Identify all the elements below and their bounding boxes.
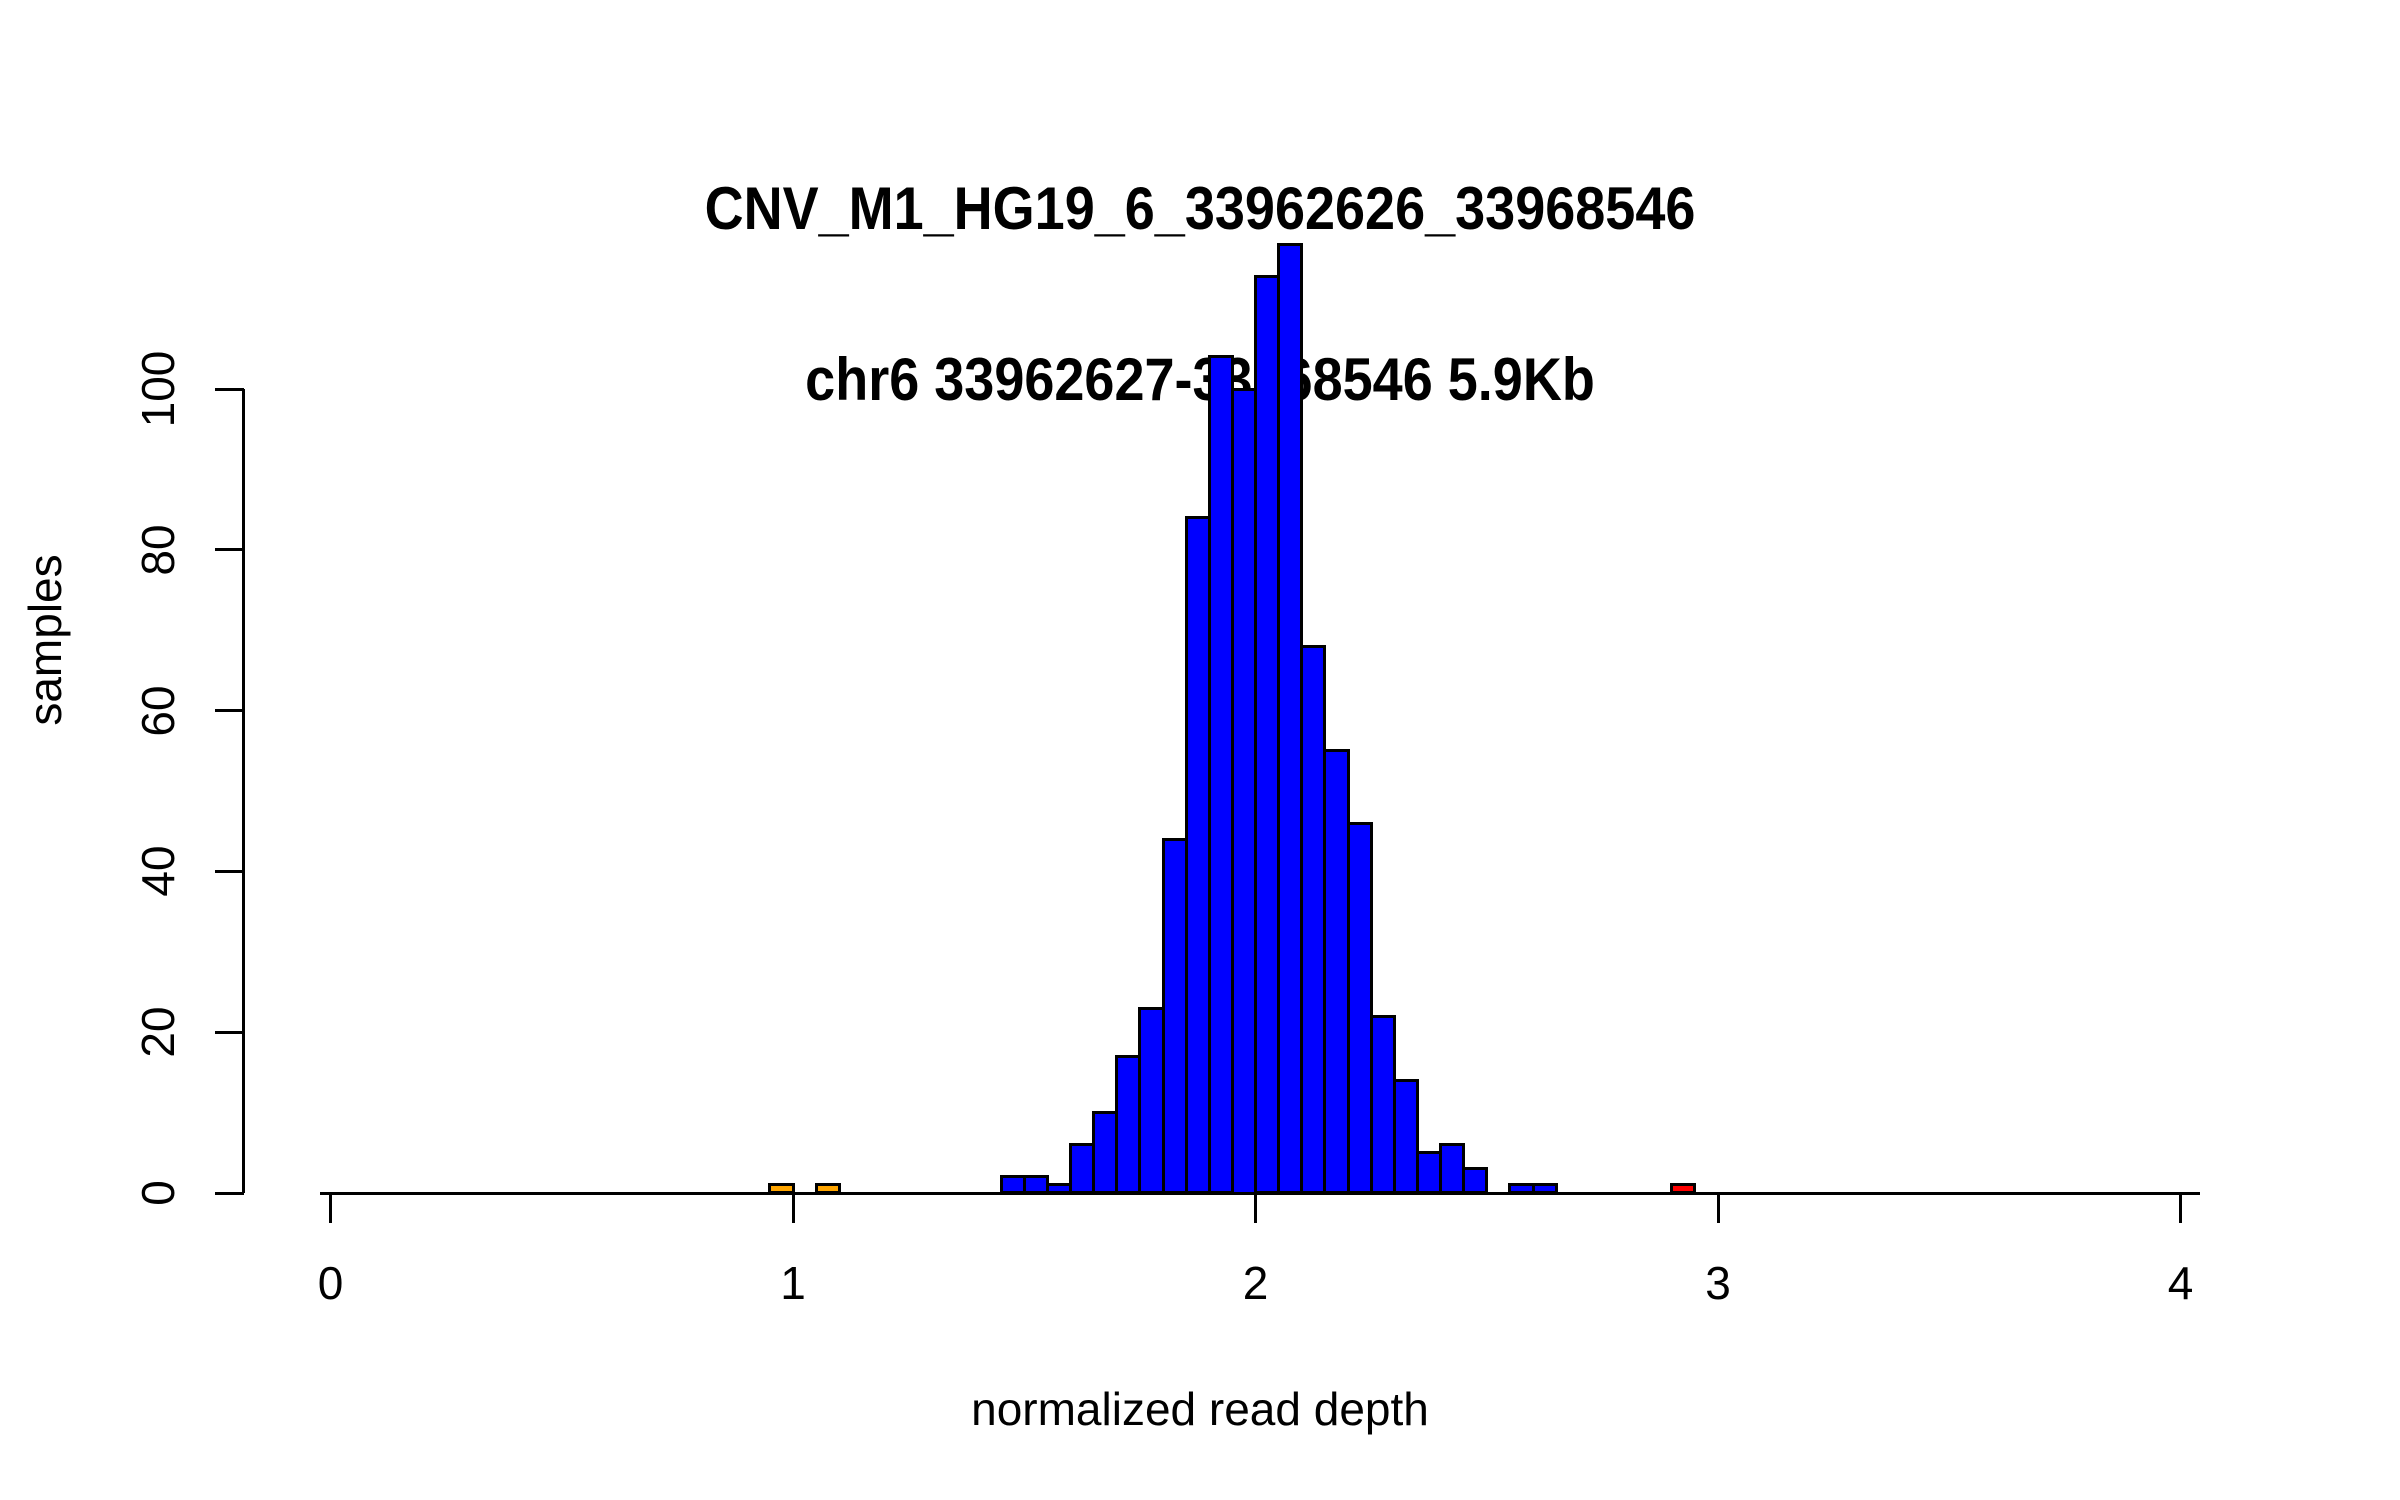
- histogram-bar: [1392, 1078, 1419, 1195]
- x-tick: [1716, 1193, 1720, 1223]
- y-tick: [215, 1191, 244, 1195]
- chart-title-block: CNV_M1_HG19_6_33962626_33968546 chr6 339…: [120, 66, 2280, 522]
- y-tick: [215, 709, 244, 713]
- x-tick-label: 4: [2167, 1257, 2194, 1309]
- page-subtitle: chr6 33962627-33968546 5.9Kb: [805, 346, 1595, 413]
- histogram-bar: [1415, 1151, 1442, 1195]
- histogram-bar: [814, 1183, 841, 1195]
- histogram-bar: [1531, 1183, 1558, 1195]
- y-tick-label: 60: [132, 685, 184, 737]
- y-tick-label: 100: [132, 350, 184, 428]
- x-tick-label: 0: [317, 1257, 344, 1309]
- x-tick-label: 3: [1705, 1257, 1731, 1309]
- histogram-bar: [1346, 821, 1373, 1195]
- y-tick-label: 80: [132, 524, 184, 576]
- page-title: CNV_M1_HG19_6_33962626_33968546: [704, 175, 1696, 242]
- y-axis-title: samples: [19, 554, 71, 726]
- y-tick-label: 0: [132, 1180, 184, 1206]
- x-tick: [2179, 1193, 2182, 1223]
- histogram-bar: [1092, 1111, 1119, 1195]
- histogram-bar: [1462, 1167, 1489, 1195]
- histogram-bar: [1277, 242, 1304, 1195]
- y-tick-label: 20: [132, 1006, 184, 1058]
- x-tick: [329, 1193, 332, 1223]
- x-tick-label: 1: [780, 1257, 806, 1309]
- x-tick-label: 2: [1242, 1257, 1269, 1309]
- y-tick: [215, 548, 244, 552]
- histogram-bar: [768, 1183, 795, 1195]
- y-tick-label: 40: [132, 845, 184, 897]
- y-tick: [215, 387, 244, 391]
- x-tick: [791, 1193, 795, 1223]
- y-tick: [215, 1030, 244, 1034]
- y-tick: [215, 869, 244, 873]
- histogram-bar: [1670, 1183, 1697, 1195]
- x-tick: [1254, 1193, 1257, 1223]
- y-axis-line: [242, 389, 245, 1193]
- x-axis-title: normalized read depth: [971, 1383, 1429, 1435]
